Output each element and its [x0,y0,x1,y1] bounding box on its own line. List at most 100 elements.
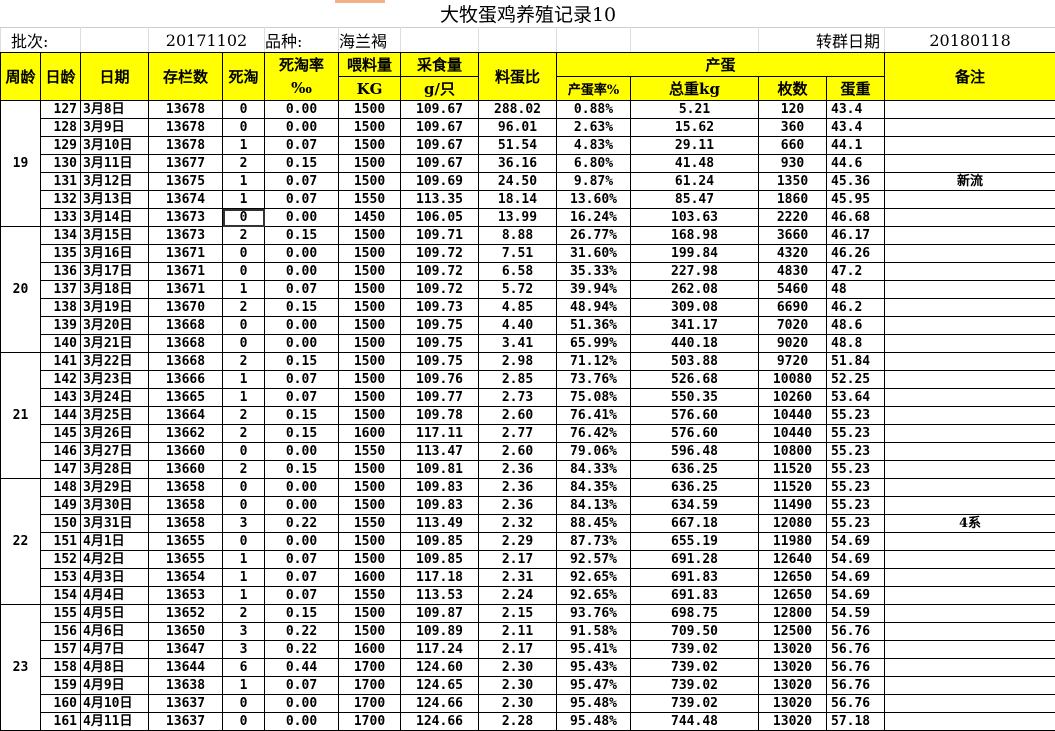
deaths-cell[interactable]: 1 [223,587,265,605]
intake-cell[interactable]: 113.35 [401,191,479,209]
deaths-cell[interactable]: 0 [223,119,265,137]
remarks-cell[interactable]: 4系 [885,515,1055,533]
death-rate-cell[interactable]: 0.00 [265,695,339,713]
egg-weight-cell[interactable]: 43.4 [827,119,885,137]
feed-cell[interactable]: 1500 [339,245,401,263]
header-remarks[interactable]: 备注 [885,53,1055,101]
lay-rate-cell[interactable]: 4.83% [557,137,631,155]
egg-weight-cell[interactable]: 56.76 [827,677,885,695]
total-weight-cell[interactable]: 309.08 [631,299,759,317]
feed-cell[interactable]: 1500 [339,605,401,623]
day-cell[interactable]: 145 [41,425,81,443]
intake-cell[interactable]: 109.67 [401,155,479,173]
egg-count-cell[interactable]: 10440 [759,407,827,425]
date-cell[interactable]: 4月4日 [81,587,149,605]
date-cell[interactable]: 3月22日 [81,353,149,371]
sheet-title[interactable]: 大牧蛋鸡养殖记录10 [1,0,1055,28]
remarks-cell[interactable] [885,713,1055,731]
header-death-rate[interactable]: 死淘率 [265,53,339,77]
death-rate-cell[interactable]: 0.00 [265,335,339,353]
intake-cell[interactable]: 124.65 [401,677,479,695]
header-egg-count[interactable]: 枚数 [759,77,827,101]
ratio-cell[interactable]: 2.17 [479,641,557,659]
header-egg-weight[interactable]: 蛋重 [827,77,885,101]
intake-cell[interactable]: 117.24 [401,641,479,659]
stock-cell[interactable]: 13668 [149,353,223,371]
deaths-cell[interactable]: 2 [223,299,265,317]
egg-count-cell[interactable]: 12650 [759,569,827,587]
egg-weight-cell[interactable]: 54.69 [827,569,885,587]
egg-count-cell[interactable]: 3660 [759,227,827,245]
egg-weight-cell[interactable]: 52.25 [827,371,885,389]
ratio-cell[interactable]: 36.16 [479,155,557,173]
intake-cell[interactable]: 109.83 [401,479,479,497]
feed-cell[interactable]: 1500 [339,137,401,155]
remarks-cell[interactable] [885,533,1055,551]
week-cell[interactable]: 21 [1,353,41,479]
stock-cell[interactable]: 13668 [149,317,223,335]
week-cell[interactable]: 20 [1,227,41,353]
egg-weight-cell[interactable]: 46.17 [827,227,885,245]
ratio-cell[interactable]: 5.72 [479,281,557,299]
feed-cell[interactable]: 1500 [339,155,401,173]
breed-value[interactable]: 海兰褐 [339,28,401,53]
total-weight-cell[interactable]: 636.25 [631,479,759,497]
lay-rate-cell[interactable]: 87.73% [557,533,631,551]
week-cell[interactable]: 23 [1,605,41,731]
stock-cell[interactable]: 13674 [149,191,223,209]
remarks-cell[interactable] [885,695,1055,713]
egg-weight-cell[interactable]: 55.23 [827,479,885,497]
intake-cell[interactable]: 109.85 [401,551,479,569]
stock-cell[interactable]: 13677 [149,155,223,173]
total-weight-cell[interactable]: 739.02 [631,641,759,659]
day-cell[interactable]: 132 [41,191,81,209]
lay-rate-cell[interactable]: 84.33% [557,461,631,479]
lay-rate-cell[interactable]: 0.88% [557,101,631,119]
death-rate-cell[interactable]: 0.00 [265,263,339,281]
ratio-cell[interactable]: 2.29 [479,533,557,551]
day-cell[interactable]: 157 [41,641,81,659]
intake-cell[interactable]: 117.11 [401,425,479,443]
stock-cell[interactable]: 13652 [149,605,223,623]
remarks-cell[interactable] [885,299,1055,317]
death-rate-cell[interactable]: 0.07 [265,389,339,407]
death-rate-cell[interactable]: 0.00 [265,317,339,335]
deaths-cell[interactable]: 2 [223,155,265,173]
week-cell[interactable]: 19 [1,101,41,227]
lay-rate-cell[interactable]: 79.06% [557,443,631,461]
egg-weight-cell[interactable]: 43.4 [827,101,885,119]
remarks-cell[interactable] [885,317,1055,335]
feed-cell[interactable]: 1500 [339,407,401,425]
deaths-cell[interactable]: 0 [223,497,265,515]
ratio-cell[interactable]: 2.30 [479,659,557,677]
total-weight-cell[interactable]: 61.24 [631,173,759,191]
egg-weight-cell[interactable]: 45.36 [827,173,885,191]
deaths-cell[interactable]: 1 [223,677,265,695]
stock-cell[interactable]: 13650 [149,623,223,641]
intake-cell[interactable]: 109.78 [401,407,479,425]
date-cell[interactable]: 3月14日 [81,209,149,227]
remarks-cell[interactable] [885,659,1055,677]
day-cell[interactable]: 133 [41,209,81,227]
egg-count-cell[interactable]: 120 [759,101,827,119]
deaths-cell[interactable]: 3 [223,641,265,659]
remarks-cell[interactable] [885,155,1055,173]
empty-cell[interactable] [631,28,759,53]
egg-count-cell[interactable]: 13020 [759,677,827,695]
transfer-date-value[interactable]: 20180118 [885,28,1055,53]
deaths-cell[interactable]: 0 [223,335,265,353]
feed-cell[interactable]: 1450 [339,209,401,227]
death-rate-cell[interactable]: 0.00 [265,497,339,515]
death-rate-cell[interactable]: 0.07 [265,551,339,569]
total-weight-cell[interactable]: 262.08 [631,281,759,299]
day-cell[interactable]: 127 [41,101,81,119]
death-rate-cell[interactable]: 0.22 [265,641,339,659]
intake-cell[interactable]: 109.75 [401,353,479,371]
day-cell[interactable]: 130 [41,155,81,173]
egg-weight-cell[interactable]: 54.59 [827,605,885,623]
egg-count-cell[interactable]: 9720 [759,353,827,371]
day-cell[interactable]: 143 [41,389,81,407]
egg-count-cell[interactable]: 12800 [759,605,827,623]
deaths-cell[interactable]: 0 [223,263,265,281]
egg-weight-cell[interactable]: 53.64 [827,389,885,407]
